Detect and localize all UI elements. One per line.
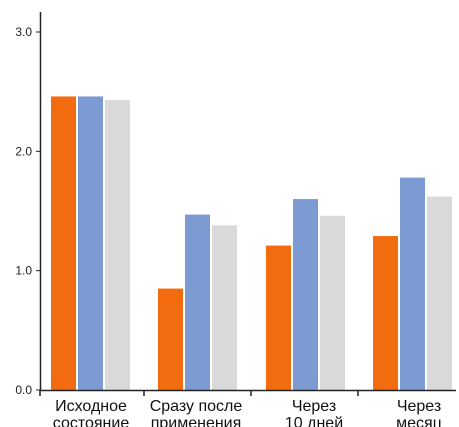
x-category-label: Через xyxy=(397,398,441,415)
x-category-label: Сразу после xyxy=(150,398,243,415)
bar-series-2-category-1 xyxy=(78,96,103,390)
bar-series-3-category-2 xyxy=(212,225,237,390)
x-category-label: Исходное xyxy=(55,398,127,415)
x-category-label: 10 дней xyxy=(285,415,343,427)
y-ticks-group: 0.0 1.0 2.0 3.0 xyxy=(15,25,40,397)
bar-series-2-category-3 xyxy=(293,199,318,390)
bar-series-1-category-3 xyxy=(266,245,291,390)
axes-group xyxy=(39,12,456,392)
bar-series-3-category-4 xyxy=(427,196,452,390)
y-tick-label: 2.0 xyxy=(15,144,32,158)
bar-series-3-category-3 xyxy=(320,215,345,390)
bar-series-2-category-2 xyxy=(185,214,210,390)
y-tick-label: 1.0 xyxy=(15,264,32,278)
y-tick-label: 3.0 xyxy=(15,25,32,39)
x-category-label: месяц xyxy=(396,415,442,427)
bars-group xyxy=(51,96,452,391)
bar-series-1-category-4 xyxy=(373,236,398,390)
bar-series-3-category-1 xyxy=(105,100,130,391)
x-category-label: состояние xyxy=(53,415,130,427)
bar-series-2-category-4 xyxy=(400,177,425,390)
x-category-label: применения xyxy=(151,415,242,427)
x-category-label: Через xyxy=(292,398,336,415)
bar-series-1-category-1 xyxy=(51,96,76,390)
y-tick-label: 0.0 xyxy=(15,383,32,397)
bar-series-1-category-2 xyxy=(158,288,183,390)
x-ticks-group xyxy=(39,390,359,396)
